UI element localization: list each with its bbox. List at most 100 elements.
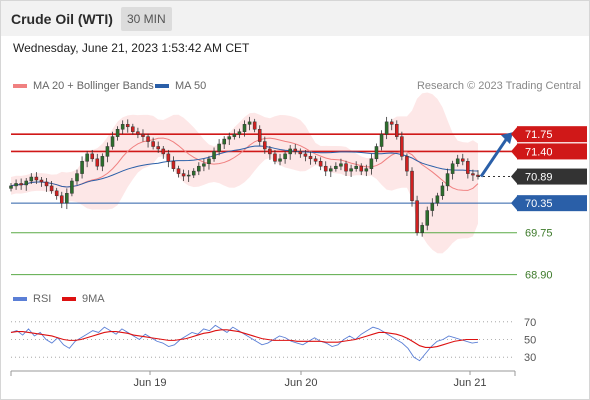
candle-body	[303, 153, 308, 157]
candle-body	[339, 163, 343, 167]
candle-body	[44, 181, 49, 187]
last-price-tag-box	[517, 168, 587, 185]
candle-body	[156, 146, 160, 150]
candle-body	[435, 195, 440, 204]
candle-body	[288, 148, 292, 155]
candle-body	[273, 153, 277, 162]
candle-body	[151, 141, 155, 147]
candle-body	[405, 156, 409, 172]
candle-body	[329, 168, 333, 172]
candle-body	[379, 133, 384, 147]
candle-body	[197, 165, 201, 172]
legend-9ma-label: 9MA	[82, 293, 105, 305]
timestamp: Wednesday, June 21, 2023 1:53:42 AM CET	[13, 41, 250, 55]
x-tick-label: Jun 20	[284, 377, 317, 389]
candle-body	[136, 131, 140, 135]
candle-body	[283, 153, 287, 160]
ma50-swatch	[155, 84, 169, 88]
candle-body	[90, 153, 94, 160]
candle-body	[445, 173, 450, 187]
candle-body	[268, 148, 272, 155]
candle-body	[49, 185, 54, 192]
credit-text: Research © 2023 Trading Central	[416, 80, 581, 92]
candle-body	[242, 124, 247, 132]
candle-body	[384, 121, 389, 135]
candle-body	[80, 161, 84, 174]
candle-body	[344, 163, 348, 172]
symbol-title: Crude Oil (WTI)	[11, 11, 113, 27]
candle-body	[455, 158, 460, 164]
last-price-tag-pointer	[511, 169, 517, 184]
legend-rsi: RSI	[13, 293, 51, 305]
rsi-series-9MA	[10, 329, 478, 349]
candle-body	[252, 121, 257, 130]
candle-body	[430, 202, 435, 211]
header-bar	[0, 0, 590, 36]
candle-body	[75, 173, 79, 182]
level-tag-70.35-box	[517, 195, 587, 212]
level-tag-71.75-label: 71.75	[525, 129, 553, 141]
ma20-swatch	[13, 84, 27, 88]
legend-rsi-label: RSI	[33, 293, 52, 305]
candle-body	[440, 185, 445, 197]
candle-body	[217, 143, 221, 152]
level-tag-71.40-label: 71.40	[525, 146, 553, 158]
legend-ma20: MA 20 + Bollinger Bands	[13, 80, 154, 92]
level-tag-71.75-box	[517, 126, 587, 143]
candle-body	[24, 180, 29, 186]
rsi-tick-70: 70	[524, 317, 536, 329]
candle-body	[318, 161, 323, 167]
candle-body	[420, 225, 424, 233]
candle-body	[95, 158, 100, 167]
legend-ma50-label: MA 50	[175, 80, 207, 92]
candle-body	[9, 185, 13, 189]
candle-body	[105, 146, 110, 157]
candle-body	[471, 173, 475, 176]
candle-body	[349, 168, 353, 172]
candle-body	[100, 156, 105, 167]
candle-body	[389, 121, 394, 125]
candle-body	[359, 165, 364, 172]
candle-body	[227, 136, 232, 140]
candle-body	[125, 124, 130, 128]
candle-body	[313, 158, 318, 162]
candle-body	[298, 151, 303, 155]
ma9-swatch	[62, 297, 76, 301]
candle-body	[293, 148, 298, 152]
level-tag-68.90: 68.90	[525, 270, 553, 282]
level-tag-69.75: 69.75	[525, 228, 553, 240]
level-tag-71.40-box	[517, 143, 587, 160]
candle-body	[34, 176, 39, 181]
candle-body	[247, 121, 252, 125]
candle-body	[120, 124, 125, 130]
candle-body	[207, 158, 211, 164]
candle-body	[232, 133, 237, 137]
candle-body	[460, 158, 465, 162]
candle-body	[425, 210, 430, 226]
candle-body	[334, 165, 338, 169]
bollinger-band	[11, 92, 478, 254]
candle-body	[146, 136, 150, 142]
rsi-series-RSI	[10, 324, 479, 362]
level-tag-71.75-pointer	[511, 127, 517, 142]
candle-body	[466, 161, 470, 174]
level-tag-71.40-pointer	[511, 144, 517, 159]
forecast-arrow-shaft	[479, 137, 509, 178]
legend-ma50: MA 50	[155, 80, 206, 92]
candle-body	[450, 163, 455, 174]
candle-body	[278, 158, 282, 162]
timeframe-button[interactable]: 30 MIN	[121, 7, 172, 31]
rsi-tick-50: 50	[524, 335, 536, 347]
candle-body	[19, 183, 23, 186]
candle-body	[202, 163, 206, 167]
x-tick-label: Jun 19	[133, 377, 166, 389]
level-tag-70.35-label: 70.35	[525, 198, 553, 210]
candle-body	[85, 153, 89, 162]
x-tick-label: Jun 21	[453, 377, 486, 389]
legend-9ma: 9MA	[62, 293, 105, 305]
candle-body	[191, 170, 196, 176]
candle-body	[354, 165, 358, 169]
candle-body	[176, 168, 181, 174]
candle-body	[212, 151, 216, 160]
